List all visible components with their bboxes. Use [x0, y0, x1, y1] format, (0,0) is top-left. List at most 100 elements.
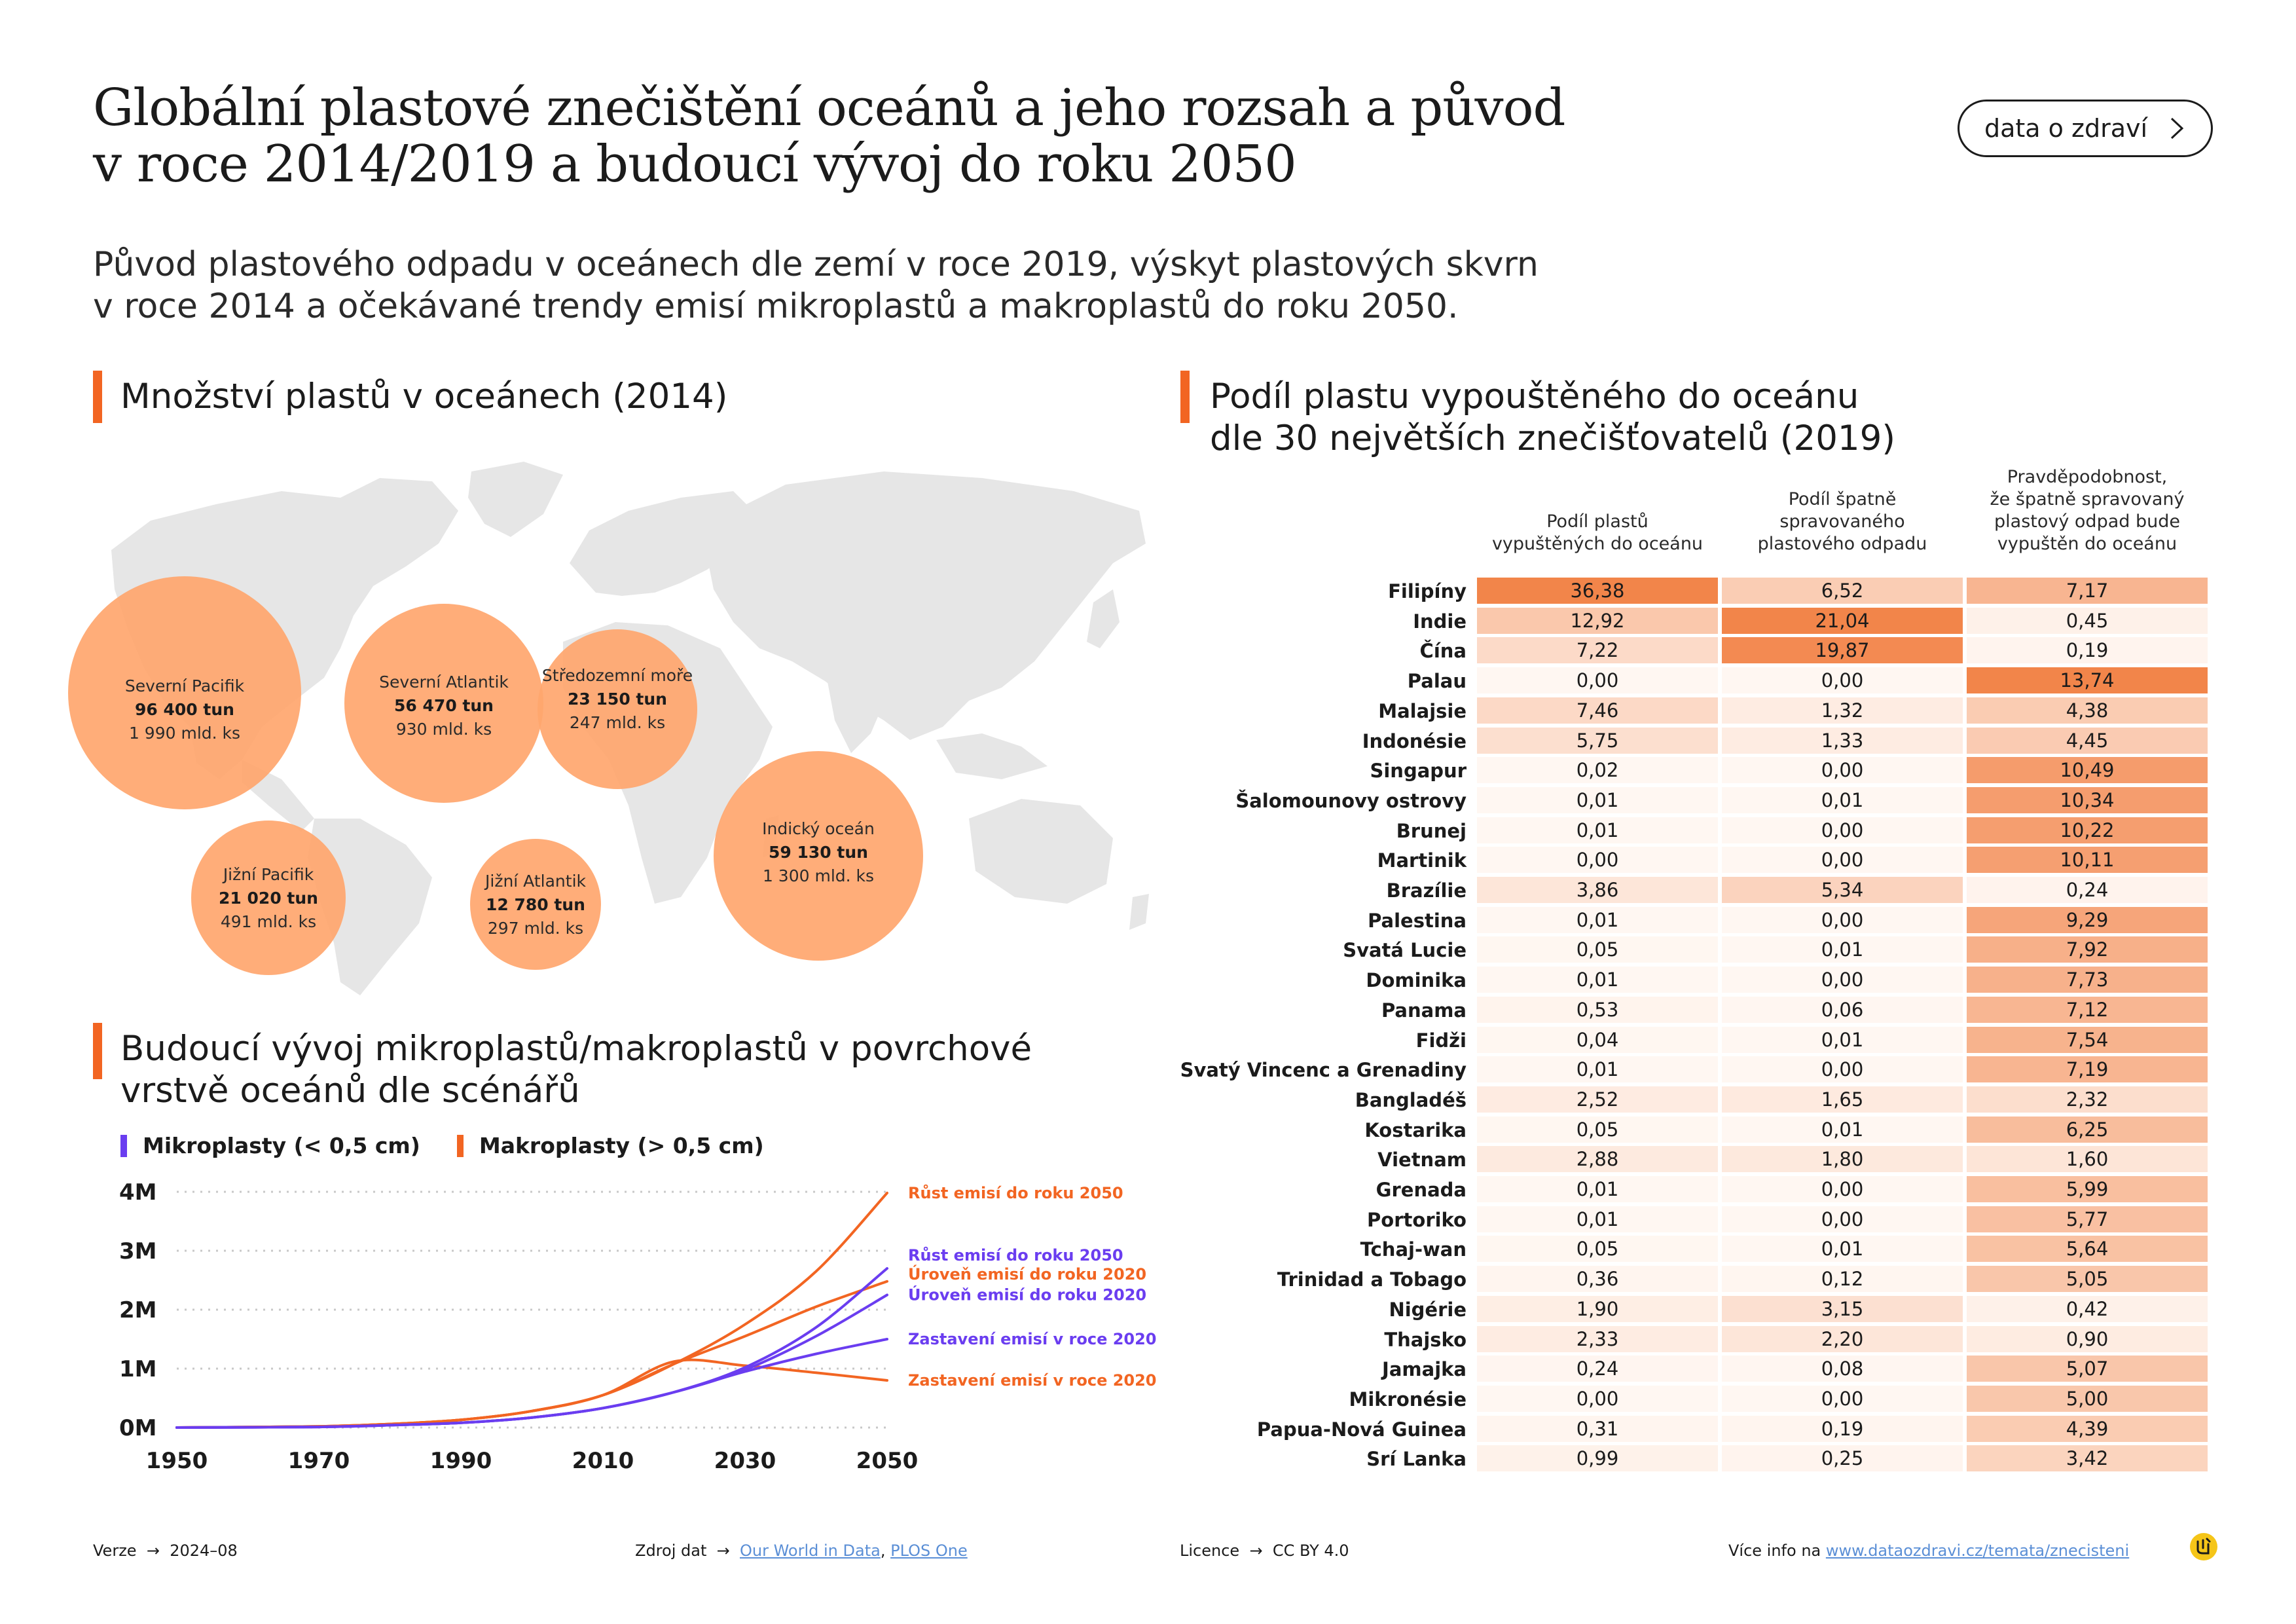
table-cell-a: 0,01 — [1477, 906, 1718, 933]
more-info-link[interactable]: www.dataozdravi.cz/temata/znecisteni — [1825, 1541, 2130, 1560]
map-section-heading: Množství plastů v oceánech (2014) — [120, 377, 728, 416]
row-country-label: Vietnam — [1377, 1149, 1467, 1172]
bubble-count: 1 300 mld. ks — [762, 866, 875, 885]
col1-header-line: Podíl plastů — [1546, 511, 1649, 532]
line-chart: 0M 1M 2M 3M 4M 1950 1970 1990 2010 2030 2050 Růst e… — [119, 1179, 1157, 1474]
source-link-plos[interactable]: PLOS One — [890, 1541, 968, 1560]
bubble-count: 297 mld. ks — [487, 919, 584, 938]
table-cell-b: 0,00 — [1722, 817, 1963, 843]
table-cell-a: 0,01 — [1477, 817, 1718, 843]
table-cell-b: 0,01 — [1722, 786, 1963, 813]
table-heading-line-1: Podíl plastu vypouštěného do oceánu — [1210, 377, 1859, 416]
row-country-label: Palau — [1407, 670, 1467, 693]
table-cell-a: 1,90 — [1477, 1295, 1718, 1322]
table-cell-a: 0,00 — [1477, 667, 1718, 694]
continent-europe — [570, 491, 759, 596]
row-country-label: Brazílie — [1386, 879, 1467, 902]
subtitle-line-2: v roce 2014 a očekávané trendy emisí mik… — [93, 287, 1459, 326]
row-country-label: Svatý Vincenc a Grenadiny — [1180, 1059, 1467, 1082]
bubble-north-atlantic — [344, 604, 543, 803]
row-country-label: Fidži — [1415, 1029, 1467, 1052]
bubble-tons: 96 400 tun — [135, 700, 234, 719]
table-cell-c: 7,54 — [1967, 1026, 2208, 1053]
legend-label-macro: Makroplasty (> 0,5 cm) — [479, 1133, 764, 1158]
table-cell-a: 0,99 — [1477, 1445, 1718, 1472]
table-cell-a: 2,33 — [1477, 1325, 1718, 1352]
bubble-name: Středozemní moře — [541, 666, 693, 685]
world-map — [68, 462, 1149, 995]
row-country-label: Šalomounovy ostrovy — [1235, 789, 1467, 812]
table-cell-b: 0,01 — [1722, 1026, 1963, 1053]
table-cell-a: 0,01 — [1477, 1056, 1718, 1083]
data-o-zdravi-button[interactable]: data o zdraví — [1958, 100, 2213, 157]
table-cell-b: 0,00 — [1722, 757, 1963, 784]
table-cell-b: 0,00 — [1722, 1176, 1963, 1202]
bubble-count: 1 990 mld. ks — [128, 724, 241, 743]
bubble-count: 930 mld. ks — [395, 720, 492, 739]
footer-more-info: Více info na www.dataozdravi.cz/temata/z… — [1728, 1541, 2129, 1560]
col2-header-line: plastového odpadu — [1757, 534, 1927, 554]
table-cell-a: 0,01 — [1477, 1176, 1718, 1202]
legend-item-micro: Mikroplasty (< 0,5 cm) — [120, 1133, 420, 1158]
bubble-name: Indický oceán — [762, 819, 875, 838]
y-tick-label: 4M — [119, 1179, 157, 1206]
row-country-label: Svatá Lucie — [1343, 939, 1467, 962]
table-cell-c: 0,24 — [1967, 877, 2208, 903]
source-link-owid[interactable]: Our World in Data — [740, 1541, 881, 1560]
continent-south-america — [308, 819, 432, 995]
polluters-table: Podíl plastů vypuštěných do oceánu Podíl… — [1178, 458, 2226, 1493]
table-cell-c: 9,29 — [1967, 906, 2208, 933]
table-cell-a: 0,36 — [1477, 1266, 1718, 1293]
subtitle-line-1: Původ plastového odpadu v oceánech dle z… — [93, 245, 1539, 284]
page-subtitle: Původ plastového odpadu v oceánech dle z… — [93, 244, 1730, 327]
series-end-label: Růst emisí do roku 2050 — [908, 1184, 1123, 1202]
row-country-label: Malajsie — [1378, 699, 1467, 722]
table-cell-a: 3,86 — [1477, 877, 1718, 903]
row-country-label: Brunej — [1396, 819, 1467, 842]
x-tick-label: 1950 — [146, 1448, 208, 1474]
title-line-1: Globální plastové znečištění oceánů a je… — [93, 79, 1565, 138]
continent-asia — [707, 471, 1146, 740]
island-new-zealand — [1129, 894, 1149, 930]
table-cell-b: 0,25 — [1722, 1445, 1963, 1472]
row-country-label: Tchaj-wan — [1360, 1238, 1467, 1261]
row-country-label: Bangladéš — [1355, 1088, 1467, 1111]
x-tick-label: 2050 — [856, 1448, 919, 1474]
series-end-label: Zastavení emisí v roce 2020 — [908, 1371, 1157, 1390]
table-cell-b: 0,00 — [1722, 967, 1963, 993]
bubble-south-atlantic — [470, 839, 601, 970]
table-cell-c: 7,19 — [1967, 1056, 2208, 1083]
bubble-label-mediterranean: Středozemní moře 23 150 tun 247 mld. ks — [542, 664, 693, 735]
row-country-label: Čína — [1419, 640, 1467, 663]
table-cell-b: 21,04 — [1722, 607, 1963, 634]
legend-swatch-macro — [456, 1134, 464, 1157]
col2-header-line: Podíl špatně — [1788, 489, 1897, 509]
row-country-label: Portoriko — [1367, 1208, 1467, 1231]
table-cell-c: 0,90 — [1967, 1325, 2208, 1352]
bubble-indian-ocean — [714, 751, 923, 961]
y-tick-label: 1M — [119, 1356, 157, 1382]
page-title: Globální plastové znečištění oceánů a je… — [93, 83, 1631, 190]
chevron-right-icon — [2170, 117, 2184, 139]
brand-logo-icon — [2190, 1533, 2217, 1560]
bubble-label-north-pacific: Severní Pacifik 96 400 tun 1 990 mld. ks — [125, 674, 244, 745]
bubble-name: Severní Pacifik — [124, 676, 245, 695]
bubble-name: Jižní Pacifik — [223, 865, 314, 884]
legend-swatch-micro — [120, 1134, 127, 1157]
bubble-tons: 56 470 tun — [394, 696, 494, 715]
x-tick-label: 2010 — [572, 1448, 634, 1474]
bubble-count: 491 mld. ks — [220, 912, 317, 931]
table-cell-b: 0,00 — [1722, 847, 1963, 874]
table-cell-b: 0,00 — [1722, 1056, 1963, 1083]
legend-label-micro: Mikroplasty (< 0,5 cm) — [143, 1133, 420, 1158]
bubble-south-pacific — [191, 821, 346, 975]
table-cell-a: 0,01 — [1477, 967, 1718, 993]
table-cell-c: 5,77 — [1967, 1206, 2208, 1232]
table-cell-b: 3,15 — [1722, 1295, 1963, 1322]
continent-greenland — [468, 462, 563, 537]
version-label: Verze — [93, 1541, 137, 1560]
bubble-north-pacific — [68, 576, 301, 809]
bubble-layer — [68, 576, 923, 975]
x-tick-label: 2030 — [714, 1448, 776, 1474]
table-body: Filipíny 36,38 6,52 7,17 Indie 12,92 21,04 0,45… — [1178, 578, 2226, 1481]
